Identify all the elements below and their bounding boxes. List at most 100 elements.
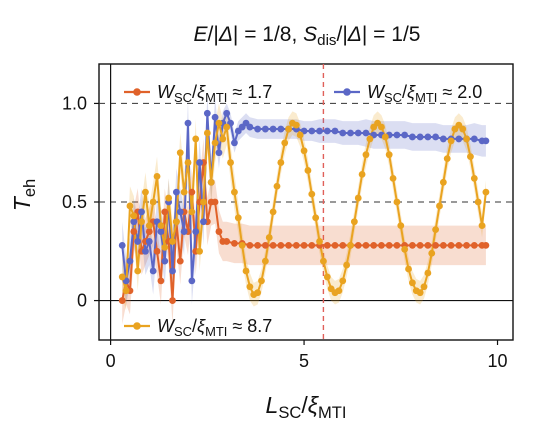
series-2-point [474, 198, 482, 206]
series-2-point [265, 234, 273, 241]
y-tick-label: 1.0 [62, 93, 87, 113]
series-1-point [118, 241, 126, 249]
series-2-point [277, 159, 285, 166]
series-2-point [405, 265, 412, 273]
legend-label: WSC/ξMTI ≈ 8.7 [157, 316, 272, 339]
series-2-point [203, 129, 211, 137]
series-1-point [347, 129, 354, 137]
series-0-point [145, 228, 153, 235]
series-1-point [138, 208, 145, 216]
series-0-point [385, 241, 393, 249]
series-1-point [439, 135, 447, 143]
series-0-point [370, 241, 378, 249]
series-2-point [320, 257, 327, 265]
series-2-point [420, 283, 428, 291]
series-2-point [145, 222, 153, 230]
series-0-point [416, 241, 424, 249]
series-2-point [215, 119, 223, 127]
series-2-point [207, 178, 215, 186]
series-2-point [231, 188, 238, 196]
series-1-point [223, 109, 231, 117]
series-2-point [169, 238, 176, 245]
series-2-point [134, 267, 142, 275]
series-0-point [308, 241, 316, 249]
series-1-point [277, 125, 285, 133]
series-0-point [215, 228, 223, 235]
series-1-point [180, 228, 188, 235]
series-1-point [188, 277, 196, 285]
series-1-point [169, 267, 176, 275]
series-0-point [339, 241, 347, 249]
series-1-point [200, 218, 207, 226]
series-2-point [335, 287, 343, 295]
series-1-point [196, 159, 203, 166]
series-2-point [358, 171, 366, 178]
series-0-point [176, 257, 184, 265]
legend: WSC/ξMTI ≈ 1.7 WSC/ξMTI ≈ 2.0 WSC/ξMTI ≈ 8… [124, 82, 482, 339]
series-2-point [285, 125, 292, 133]
legend-swatch-marker [133, 88, 141, 96]
series-0-point [439, 241, 447, 249]
series-2-point [254, 289, 262, 297]
series-2-point [463, 135, 470, 143]
series-0-point [153, 247, 161, 255]
series-2-point [153, 172, 161, 180]
series-2-point [436, 202, 443, 210]
series-0-point [130, 228, 138, 235]
series-2-point [308, 190, 316, 198]
series-2-point [219, 135, 227, 143]
series-2-point [478, 222, 486, 230]
series-1-point [308, 127, 316, 135]
series-0-point [269, 241, 277, 249]
series-2-point [482, 188, 490, 196]
series-0-point [393, 241, 401, 249]
series-2-point [118, 273, 126, 281]
series-2-point [409, 279, 416, 287]
series-1-point [455, 135, 463, 143]
series-2-point [316, 238, 323, 245]
series-1-point [470, 135, 478, 143]
series-2-point [401, 245, 409, 253]
series-1-point [354, 129, 362, 137]
series-2-point [424, 269, 432, 277]
series-1-point [126, 257, 134, 265]
series-1-point [316, 127, 323, 135]
series-0-point [231, 240, 238, 247]
series-0-point [277, 241, 285, 249]
chart-title: E/|Δ| = 1/8, Sdis/|Δ| = 1/5 [194, 23, 421, 49]
legend-swatch-marker [343, 88, 351, 96]
series-2-point [258, 277, 265, 285]
series-0-point [211, 198, 219, 206]
series-2-point [350, 218, 358, 226]
series-2-point [393, 198, 401, 206]
series-1-point [393, 131, 401, 139]
legend-entry-1: WSC/ξMTI ≈ 2.0 [334, 82, 482, 105]
series-1-point [161, 257, 169, 265]
series-0-point [161, 208, 169, 216]
series-0-point [157, 277, 165, 285]
series-2-point [223, 123, 231, 131]
series-0-point [482, 241, 490, 249]
series-2-point [292, 121, 300, 129]
series-2-point [161, 243, 169, 251]
series-2-point [439, 178, 447, 186]
series-0-point [254, 241, 262, 249]
series-2-point [234, 214, 242, 222]
series-2-point [389, 174, 397, 182]
series-2-point [246, 283, 254, 291]
series-2-point [459, 125, 467, 133]
series-2-point [130, 212, 138, 220]
series-1-point [142, 247, 149, 255]
series-2-point [362, 151, 370, 159]
series-2-point [347, 241, 354, 249]
series-1-point [401, 131, 409, 139]
series-0-point [432, 241, 440, 249]
series-0-point [362, 241, 370, 249]
series-1-point [231, 139, 238, 147]
series-0-point [118, 297, 126, 304]
y-tick-label: 0.5 [62, 192, 87, 212]
series-2-point [300, 147, 308, 155]
series-2-point [149, 198, 157, 206]
series-2-point [304, 167, 312, 174]
series-2-point [378, 123, 385, 131]
